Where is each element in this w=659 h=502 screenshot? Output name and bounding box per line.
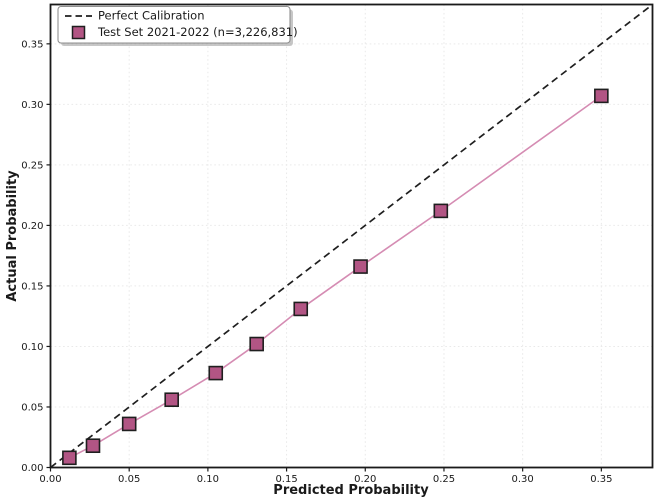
test-set-marker xyxy=(433,203,449,219)
y-tick-label: 0.15 xyxy=(21,281,43,292)
legend-box xyxy=(57,5,291,44)
test-set-marker xyxy=(121,416,137,432)
test-set-marker xyxy=(62,450,77,466)
x-tick-label: 0.20 xyxy=(354,474,376,485)
x-tick-label: 0.35 xyxy=(590,474,612,485)
y-tick-label: 0.10 xyxy=(21,342,43,353)
grid-layer xyxy=(50,4,653,468)
x-tick-label: 0.25 xyxy=(433,474,455,485)
test-set-marker xyxy=(164,392,179,408)
legend-label-perfect-calibration: Perfect Calibration xyxy=(98,9,205,23)
legend-label-test-set: Test Set 2021-2022 (n=3,226,831) xyxy=(97,25,298,39)
x-tick-label: 0.05 xyxy=(118,474,140,485)
y-tick-label: 0.20 xyxy=(21,221,43,232)
test-set-marker xyxy=(594,88,609,104)
x-tick-label: 0.30 xyxy=(512,474,534,485)
test-set-line xyxy=(69,95,602,459)
y-tick-label: 0.35 xyxy=(21,39,43,50)
test-set-marker xyxy=(353,259,368,274)
y-axis-label: Actual Probability xyxy=(5,170,20,302)
x-tick-label: 0.00 xyxy=(39,474,61,485)
y-tick-label: 0.00 xyxy=(21,463,43,474)
test-set-marker xyxy=(249,336,264,352)
y-tick-label: 0.25 xyxy=(21,160,43,171)
legend: Perfect Calibration Test Set 2021-2022 (… xyxy=(57,5,298,46)
test-set-marker xyxy=(293,301,309,317)
perfect-calibration-line xyxy=(49,3,654,469)
legend-square-marker-swatch xyxy=(71,25,86,40)
test-set-marker xyxy=(208,365,224,381)
tick-layer: 0.00 0.05 0.10 0.15 0.20 0.25 0.30 0.35 0.00 0.05… xyxy=(21,39,612,485)
x-axis-label: Predicted Probability xyxy=(273,483,429,498)
test-set-marker xyxy=(85,438,101,454)
plot-frame xyxy=(49,3,654,469)
y-tick-label: 0.05 xyxy=(21,402,43,413)
series-layer xyxy=(49,3,654,469)
plot-border xyxy=(49,3,654,469)
x-tick-label: 0.10 xyxy=(197,474,219,485)
y-tick-label: 0.30 xyxy=(21,100,43,111)
x-tick-label: 0.15 xyxy=(275,474,297,485)
